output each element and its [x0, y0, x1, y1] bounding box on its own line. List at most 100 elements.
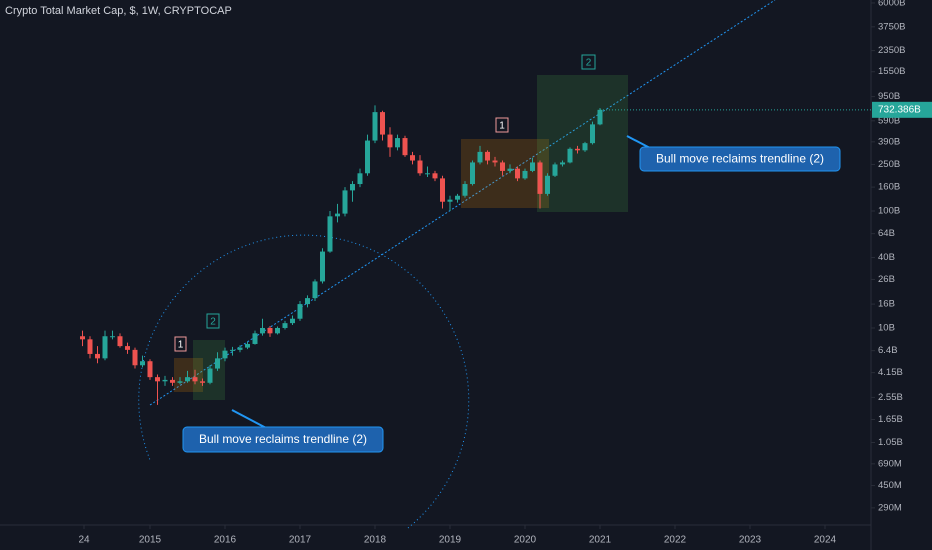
candle-body: [335, 213, 340, 217]
candle-body: [125, 346, 130, 350]
candle-body: [485, 151, 490, 161]
box-label: 1: [178, 340, 184, 351]
candle-body: [537, 162, 543, 194]
candle-body: [575, 148, 580, 151]
candle-body: [207, 368, 213, 383]
candle-body: [380, 112, 385, 135]
candle-body: [305, 298, 310, 305]
y-tick-label: 160B: [878, 182, 900, 193]
candle-body: [275, 327, 280, 334]
x-tick-label: 24: [78, 535, 90, 546]
candle-body: [327, 216, 333, 252]
callout: [182, 426, 384, 453]
candle-body: [282, 323, 288, 328]
candle-body: [395, 138, 400, 148]
callout: [639, 146, 841, 172]
box-1: [174, 358, 203, 392]
candle-body: [297, 304, 303, 319]
box-label-frame: [206, 313, 220, 329]
candle-body: [597, 109, 603, 125]
candle-body: [552, 164, 558, 176]
y-tick-label: 290M: [878, 502, 902, 513]
candle-body: [222, 350, 228, 359]
last-price-tag: [872, 101, 932, 118]
candle-body: [102, 336, 108, 359]
candle-body: [147, 361, 153, 378]
box-label-frame: [174, 336, 187, 352]
y-tick-label: 6000B: [878, 0, 905, 8]
y-tick-label: 450M: [878, 480, 902, 491]
y-tick-label: 1.65B: [878, 414, 903, 425]
x-tick-label: 2024: [814, 535, 837, 546]
y-tick-label: 4.15B: [878, 367, 903, 378]
candle-body: [387, 134, 393, 148]
candle-body: [560, 162, 565, 165]
candle-body: [192, 377, 198, 382]
candle-body: [365, 140, 370, 174]
candle-body: [470, 162, 475, 185]
callout-text: Bull move reclaims trendline (2): [199, 432, 367, 446]
candle-body: [320, 251, 325, 282]
candle-body: [245, 343, 250, 348]
chart-title: Crypto Total Market Cap, $, 1W, CRYPTOCA…: [5, 5, 232, 17]
candle-body: [477, 151, 483, 163]
candle-body: [95, 353, 100, 359]
x-tick-label: 2019: [439, 535, 462, 546]
candle-body: [417, 160, 423, 174]
y-tick-label: 2.55B: [878, 392, 903, 403]
candle-body: [230, 349, 235, 351]
candle-body: [267, 327, 273, 334]
candle-body: [515, 168, 520, 179]
candle-body: [507, 168, 513, 171]
y-tick-label: 26B: [878, 274, 895, 285]
candle-body: [425, 173, 430, 175]
x-tick-label: 2021: [589, 535, 612, 546]
y-tick-label: 6.4B: [878, 345, 898, 356]
candle-body: [177, 381, 183, 383]
x-tick-label: 2016: [214, 535, 237, 546]
y-tick-label: 40B: [878, 252, 895, 263]
candle-body: [290, 318, 295, 324]
box-label-frame: [495, 117, 509, 133]
callout-text: Bull move reclaims trendline (2): [656, 152, 824, 166]
candle-body: [132, 349, 138, 366]
candle-body: [80, 336, 85, 340]
y-tick-label: 64B: [878, 228, 895, 239]
candle-body: [530, 162, 535, 171]
candle-body: [492, 160, 498, 163]
candle-body: [200, 381, 205, 383]
candle-body: [590, 124, 595, 144]
candle-body: [260, 327, 265, 334]
candle-body: [110, 336, 115, 338]
candle-body: [350, 184, 355, 191]
box-label-frame: [581, 54, 596, 70]
y-tick-label: 2350B: [878, 45, 905, 56]
candle-body: [545, 175, 550, 194]
y-tick-label: 1550B: [878, 66, 905, 77]
candle-body: [440, 178, 445, 202]
x-tick-label: 2020: [514, 535, 537, 546]
candle-body: [237, 347, 243, 350]
candle-body: [567, 148, 573, 163]
candle-body: [312, 281, 318, 299]
candle-body: [155, 377, 160, 382]
candle-body: [432, 173, 438, 179]
candle-body: [462, 184, 468, 196]
candle-body: [87, 339, 93, 354]
candle-body: [162, 379, 168, 382]
box-1: [461, 139, 549, 208]
candle-body: [170, 379, 175, 383]
candle-body: [402, 138, 408, 156]
y-tick-label: 16B: [878, 299, 895, 310]
candle-body: [582, 143, 588, 151]
y-tick-label: 690M: [878, 458, 902, 469]
candle-body: [215, 358, 220, 369]
y-tick-label: 950B: [878, 91, 900, 102]
candle-body: [117, 336, 123, 347]
candle-body: [500, 162, 505, 171]
candle-body: [372, 112, 378, 141]
candle-body: [447, 199, 453, 202]
x-tick-label: 2017: [289, 535, 312, 546]
y-tick-label: 390B: [878, 136, 900, 147]
